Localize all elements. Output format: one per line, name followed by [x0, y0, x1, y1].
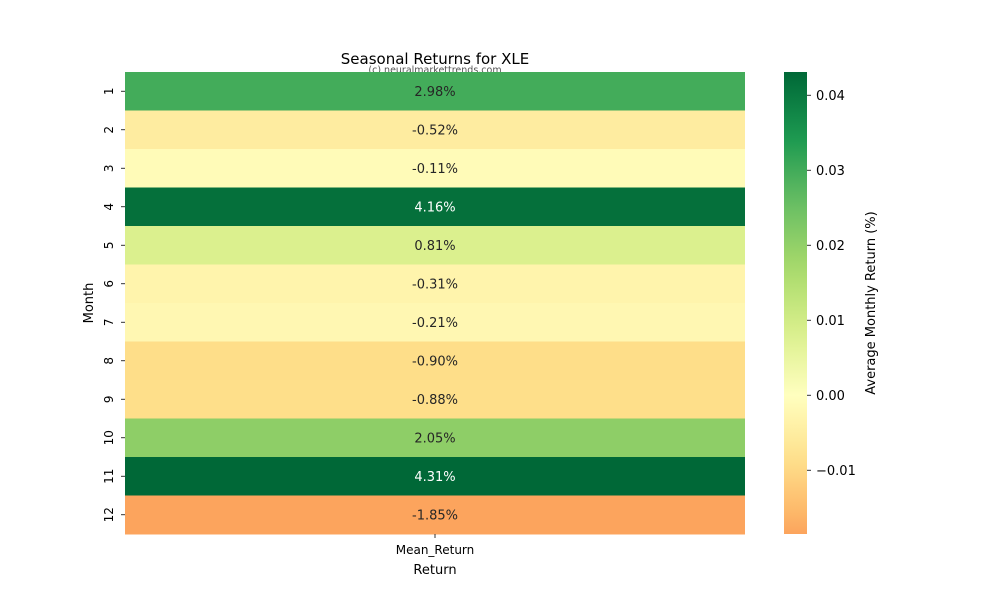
y-tick-label: 8	[102, 357, 116, 365]
y-tick-label: 7	[102, 318, 116, 326]
colorbar-tick-label: 0.01	[816, 314, 845, 329]
colorbar-tick-label: 0.04	[816, 89, 845, 104]
heatmap-cell	[125, 418, 745, 458]
y-tick-label: 2	[102, 126, 116, 134]
heatmap-cell	[125, 303, 745, 342]
cell-value-label: -0.52%	[412, 123, 458, 138]
heatmap-cells: 2.98% -0.52% -0.11% 4.16% 0.81% -0.31% -0.21% -…	[125, 72, 745, 535]
x-axis-label: Return	[413, 563, 456, 578]
y-tick-label: 12	[102, 507, 116, 522]
cell-value-label: -0.90%	[412, 354, 458, 369]
x-tick-labels: Mean_Return	[396, 534, 475, 557]
colorbar-tick-label: 0.03	[816, 164, 845, 179]
x-tick-label: Mean_Return	[396, 543, 475, 557]
heatmap-cell	[125, 226, 745, 265]
heatmap-cell	[125, 72, 745, 111]
cell-value-label: 4.16%	[414, 200, 455, 215]
cell-value-label: -0.31%	[412, 277, 458, 292]
y-tick-label: 6	[102, 280, 116, 288]
colorbar-tick-label: 0.00	[816, 389, 845, 404]
colorbar: 0.04 0.03 0.02 0.01 0.00 −0.01	[784, 72, 856, 534]
heatmap-cell	[125, 457, 745, 496]
y-tick-label: 10	[102, 430, 116, 445]
cell-value-label: -0.88%	[412, 393, 458, 408]
y-axis-label: Month	[82, 283, 97, 324]
cell-value-label: -1.85%	[412, 508, 458, 523]
cell-value-label: 4.31%	[414, 470, 455, 485]
heatmap-cell	[125, 380, 745, 419]
cell-value-label: 0.81%	[414, 239, 455, 254]
cell-value-label: 2.98%	[414, 85, 455, 100]
y-tick-label: 3	[102, 164, 116, 172]
cell-value-label: 2.05%	[414, 431, 455, 446]
heatmap-cell	[125, 110, 745, 150]
watermark: (c) neuralmarkettrends.com	[368, 65, 501, 76]
colorbar-tick-label: 0.02	[816, 239, 845, 254]
y-tick-label: 11	[102, 469, 116, 484]
y-tick-label: 5	[102, 241, 116, 249]
heatmap-cell	[125, 187, 745, 227]
heatmap-cell	[125, 264, 745, 304]
heatmap-cell	[125, 149, 745, 188]
colorbar-tick-label: −0.01	[816, 464, 856, 479]
y-tick-label: 1	[102, 87, 116, 95]
y-tick-label: 4	[102, 203, 116, 211]
chart-title: Seasonal Returns for XLE	[341, 50, 529, 68]
heatmap-cell	[125, 495, 745, 535]
cell-value-label: -0.11%	[412, 162, 458, 177]
y-tick-label: 9	[102, 395, 116, 403]
colorbar-gradient	[784, 72, 807, 534]
cell-value-label: -0.21%	[412, 316, 458, 331]
colorbar-label: Average Monthly Return (%)	[864, 211, 879, 394]
heatmap-cell	[125, 341, 745, 381]
